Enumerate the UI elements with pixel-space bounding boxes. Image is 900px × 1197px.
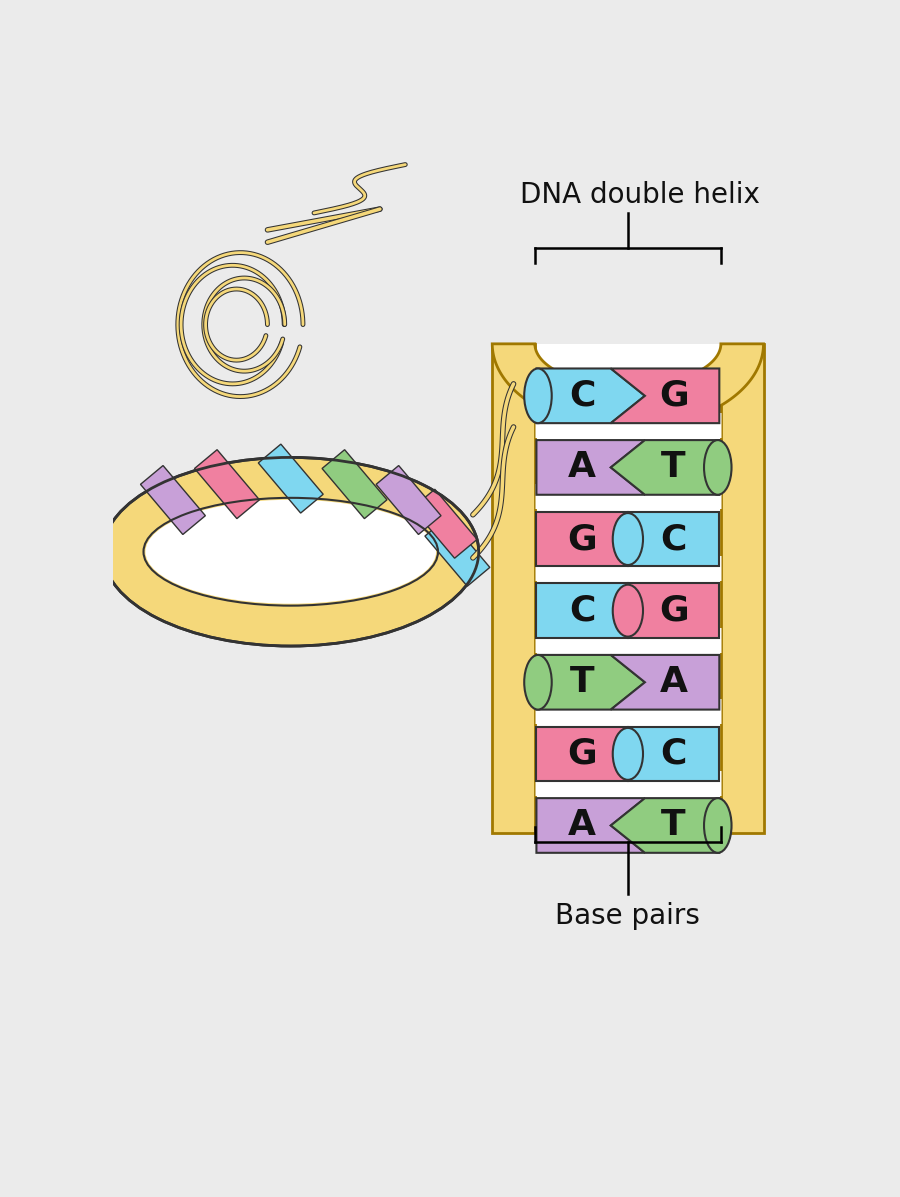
Polygon shape bbox=[536, 440, 645, 494]
Polygon shape bbox=[628, 583, 719, 638]
Text: A: A bbox=[568, 450, 596, 485]
Polygon shape bbox=[611, 655, 719, 710]
Text: T: T bbox=[570, 666, 595, 699]
Polygon shape bbox=[536, 655, 645, 710]
Bar bbox=[194, 450, 259, 518]
Bar bbox=[258, 444, 323, 514]
Polygon shape bbox=[492, 344, 763, 429]
Text: A: A bbox=[660, 666, 688, 699]
Text: T: T bbox=[662, 450, 686, 485]
Polygon shape bbox=[611, 369, 719, 424]
Text: A: A bbox=[568, 808, 596, 843]
Ellipse shape bbox=[103, 457, 479, 646]
Text: C: C bbox=[661, 522, 687, 557]
Bar bbox=[425, 517, 490, 587]
Text: C: C bbox=[661, 737, 687, 771]
Polygon shape bbox=[628, 727, 719, 782]
Ellipse shape bbox=[524, 655, 552, 710]
Text: G: G bbox=[659, 378, 688, 413]
Text: G: G bbox=[567, 737, 597, 771]
Text: C: C bbox=[569, 594, 595, 627]
Bar bbox=[322, 450, 387, 518]
Bar bbox=[412, 490, 477, 558]
Ellipse shape bbox=[613, 728, 643, 779]
FancyBboxPatch shape bbox=[535, 344, 721, 833]
FancyBboxPatch shape bbox=[492, 344, 535, 833]
Text: Base pairs: Base pairs bbox=[555, 903, 700, 930]
Ellipse shape bbox=[704, 440, 732, 494]
Ellipse shape bbox=[146, 500, 436, 603]
Text: DNA double helix: DNA double helix bbox=[520, 181, 760, 209]
Polygon shape bbox=[536, 727, 628, 782]
Text: T: T bbox=[662, 808, 686, 843]
Text: G: G bbox=[567, 522, 597, 557]
Polygon shape bbox=[536, 369, 645, 424]
Ellipse shape bbox=[613, 584, 643, 637]
Polygon shape bbox=[611, 798, 719, 852]
FancyBboxPatch shape bbox=[721, 344, 763, 833]
Bar bbox=[140, 466, 205, 535]
Polygon shape bbox=[536, 798, 645, 852]
Polygon shape bbox=[536, 583, 628, 638]
Ellipse shape bbox=[704, 798, 732, 852]
Polygon shape bbox=[611, 440, 719, 494]
Ellipse shape bbox=[613, 514, 643, 565]
Polygon shape bbox=[536, 511, 628, 566]
Ellipse shape bbox=[524, 369, 552, 424]
Bar bbox=[376, 466, 441, 535]
Text: C: C bbox=[569, 378, 595, 413]
Polygon shape bbox=[628, 511, 719, 566]
Text: G: G bbox=[659, 594, 688, 627]
